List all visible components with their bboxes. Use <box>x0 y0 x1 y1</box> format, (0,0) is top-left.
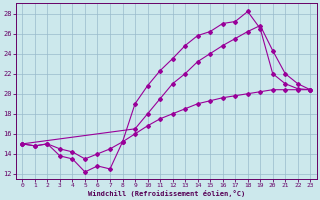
X-axis label: Windchill (Refroidissement éolien,°C): Windchill (Refroidissement éolien,°C) <box>88 190 245 197</box>
